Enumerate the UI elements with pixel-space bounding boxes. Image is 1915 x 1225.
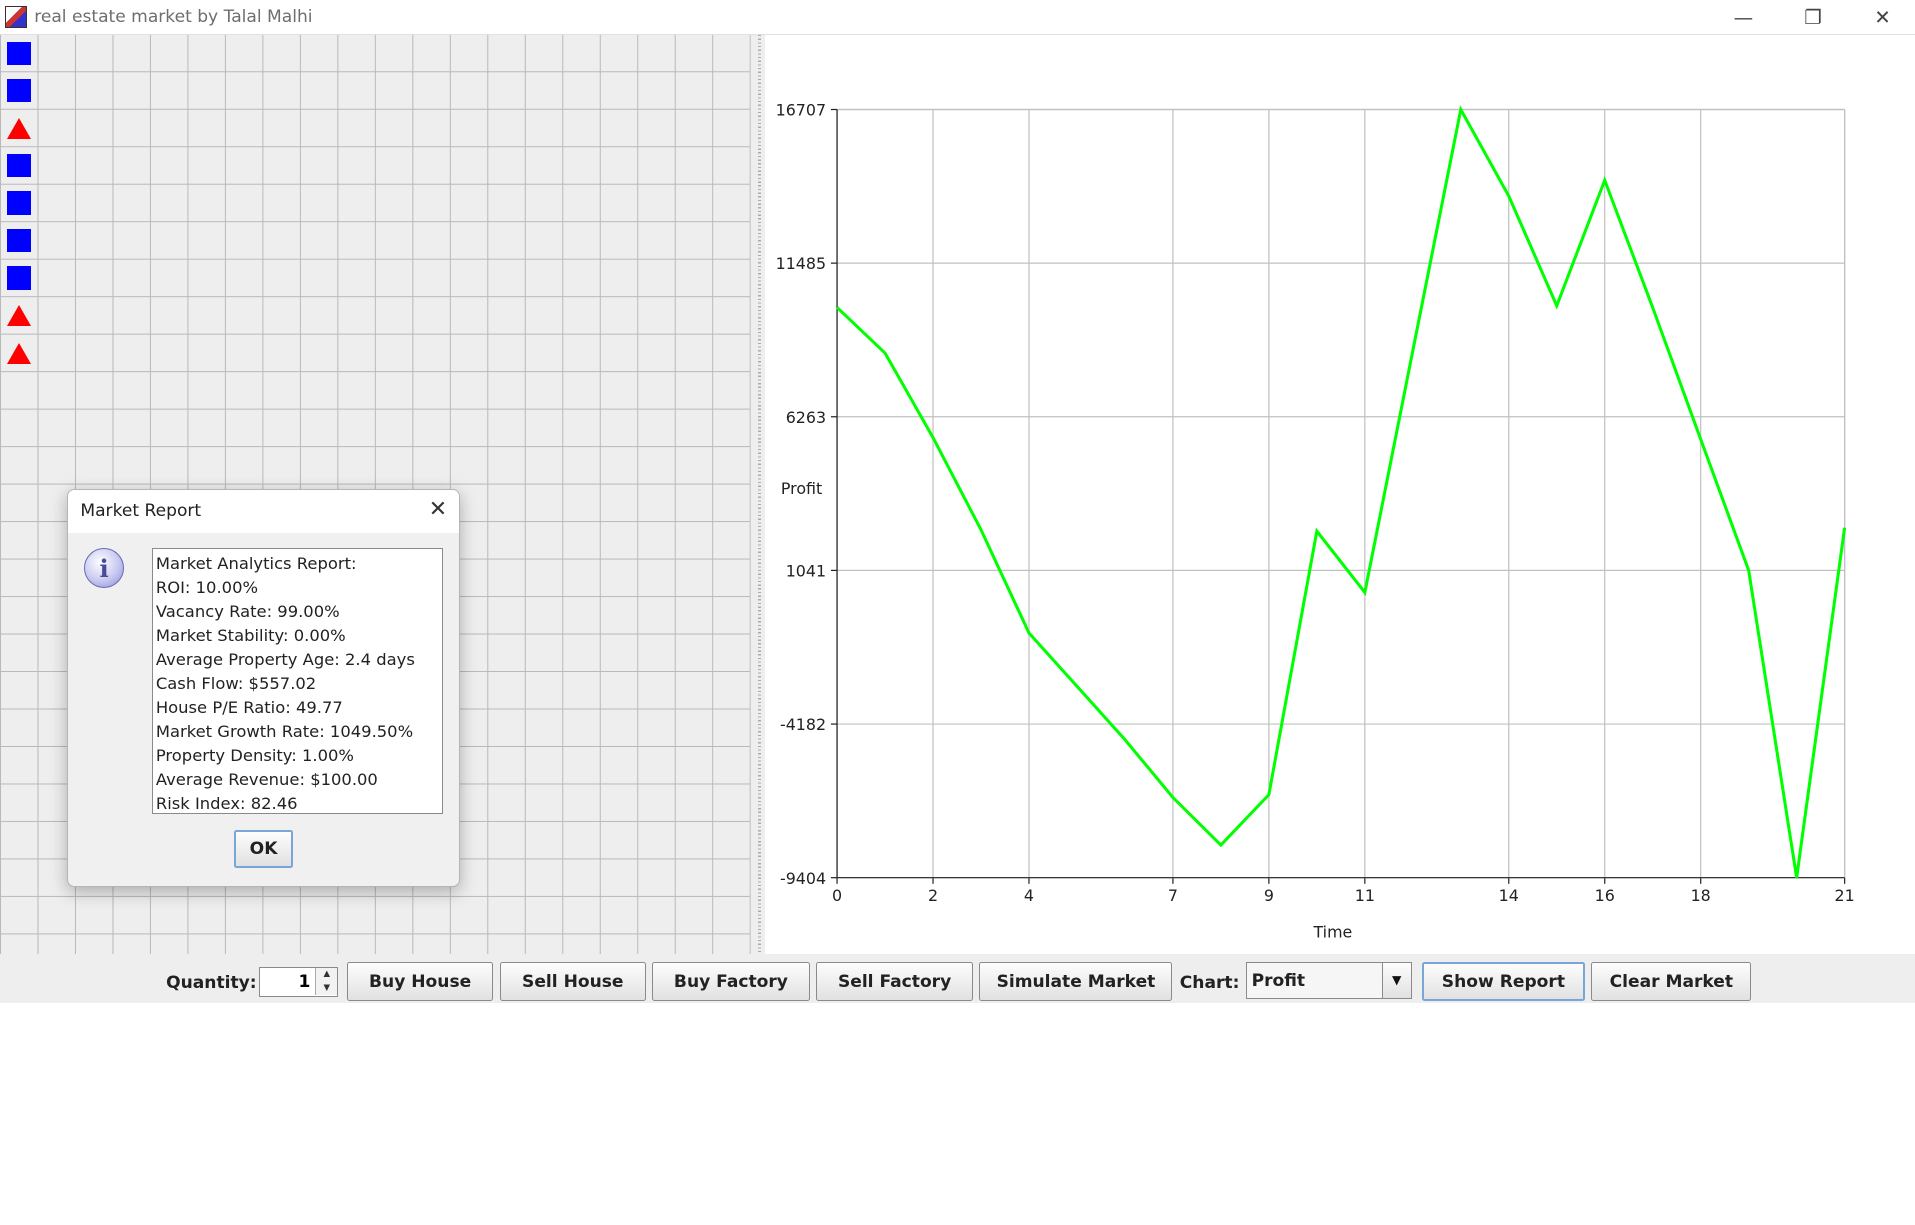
y-tick-label: 6263 [785, 408, 825, 427]
factory-marker[interactable] [7, 304, 32, 327]
x-tick-label: 18 [1690, 886, 1710, 905]
chevron-down-icon[interactable]: ▼ [1381, 963, 1411, 998]
report-line: Market Analytics Report: [155, 553, 357, 573]
dialog-title: Market Report [80, 500, 202, 521]
quantity-spinner[interactable]: 1 ▲ ▼ [258, 967, 339, 997]
house-marker[interactable] [7, 191, 31, 215]
report-line: House P/E Ratio: 49.77 [155, 697, 343, 717]
report-line: Market Growth Rate: 1049.50% [155, 722, 414, 741]
house-marker[interactable] [7, 228, 31, 253]
chart-type-value[interactable]: Profit [1251, 970, 1306, 991]
market-report-dialog: Market Report ✕ i Market Analytics Repor… [67, 488, 461, 887]
spinner-down-icon[interactable]: ▼ [323, 982, 331, 993]
info-icon: i [84, 548, 125, 589]
minimize-button[interactable]: — [1733, 6, 1754, 30]
y-tick-label: 16707 [775, 101, 825, 120]
report-line: Property Density: 1.00% [155, 746, 354, 766]
quantity-label: Quantity: [166, 973, 257, 994]
x-tick-label: 9 [1263, 886, 1273, 905]
close-icon[interactable]: ✕ [428, 496, 448, 522]
report-line: Risk Index: 82.46 [155, 794, 298, 814]
report-line: Market Stability: 0.00% [155, 625, 346, 645]
x-tick-label: 21 [1834, 886, 1854, 905]
sell-house-button[interactable]: Sell House [499, 962, 647, 1002]
report-line: Average Revenue: $100.00 [155, 770, 378, 790]
factory-marker[interactable] [7, 342, 32, 364]
spinner-up-icon[interactable]: ▲ [323, 969, 331, 980]
y-tick-label: -9404 [780, 869, 826, 888]
split-pane-divider[interactable] [749, 35, 765, 954]
y-axis-title: Profit [780, 480, 821, 499]
y-tick-label: 11485 [775, 255, 825, 274]
spinner-arrows: ▲ ▼ [315, 968, 338, 996]
x-tick-label: 0 [832, 886, 842, 905]
x-tick-label: 11 [1354, 886, 1374, 905]
quantity-value[interactable]: 1 [298, 971, 311, 992]
chart-label: Chart: [1179, 973, 1240, 994]
y-tick-label: -4182 [780, 716, 826, 735]
ok-button[interactable]: OK [234, 830, 293, 869]
chart-panel: 0 2 4 7 9 11 14 16 18 21 16707 11485 6263 1041 -4182 -9… [764, 35, 1915, 954]
house-marker[interactable] [7, 266, 31, 290]
factory-marker[interactable] [7, 117, 32, 139]
dialog-title-bar: Market Report ✕ [68, 489, 460, 534]
window-title: real estate market by Talal Malhi [34, 7, 313, 28]
chart-type-select[interactable]: Profit ▼ [1245, 962, 1412, 999]
app-window: real estate market by Talal Malhi — ❐ ✕ … [0, 0, 1915, 1003]
show-report-button[interactable]: Show Report [1421, 962, 1586, 1002]
house-marker[interactable] [7, 41, 31, 65]
x-axis-title: Time [1312, 923, 1352, 942]
x-tick-label: 16 [1594, 886, 1614, 905]
x-tick-label: 7 [1167, 886, 1177, 905]
report-text-area[interactable]: Market Analytics Report: ROI: 10.00% Vacan… [152, 548, 444, 815]
simulate-market-button[interactable]: Simulate Market [979, 962, 1173, 1002]
close-window-button[interactable]: ✕ [1874, 6, 1891, 30]
y-tick-label: 1041 [785, 562, 825, 581]
report-line: Vacancy Rate: 99.00% [155, 601, 340, 621]
divider-grip[interactable] [758, 35, 761, 954]
bottom-toolbar: Quantity: 1 ▲ ▼ Buy House Sell House Buy… [0, 953, 1915, 1003]
report-line: Cash Flow: $557.02 [155, 673, 317, 693]
x-tick-label: 2 [928, 886, 938, 905]
restore-button[interactable]: ❐ [1804, 6, 1822, 30]
profit-series-line [835, 105, 1846, 879]
x-tick-label: 14 [1498, 886, 1518, 905]
profit-chart: 0 2 4 7 9 11 14 16 18 21 16707 11485 6263 1041 -4182 -9… [775, 101, 1854, 942]
title-bar: real estate market by Talal Malhi — ❐ ✕ [0, 0, 1915, 36]
clear-market-button[interactable]: Clear Market [1591, 962, 1752, 1002]
x-tick-label: 4 [1023, 886, 1033, 905]
report-line: Average Property Age: 2.4 days [155, 649, 415, 669]
sell-factory-button[interactable]: Sell Factory [815, 962, 974, 1002]
report-line: ROI: 10.00% [155, 577, 259, 597]
buy-factory-button[interactable]: Buy Factory [652, 962, 810, 1002]
buy-house-button[interactable]: Buy House [346, 962, 494, 1002]
house-marker[interactable] [7, 153, 31, 178]
house-marker[interactable] [7, 79, 31, 103]
java-app-icon [4, 6, 27, 29]
